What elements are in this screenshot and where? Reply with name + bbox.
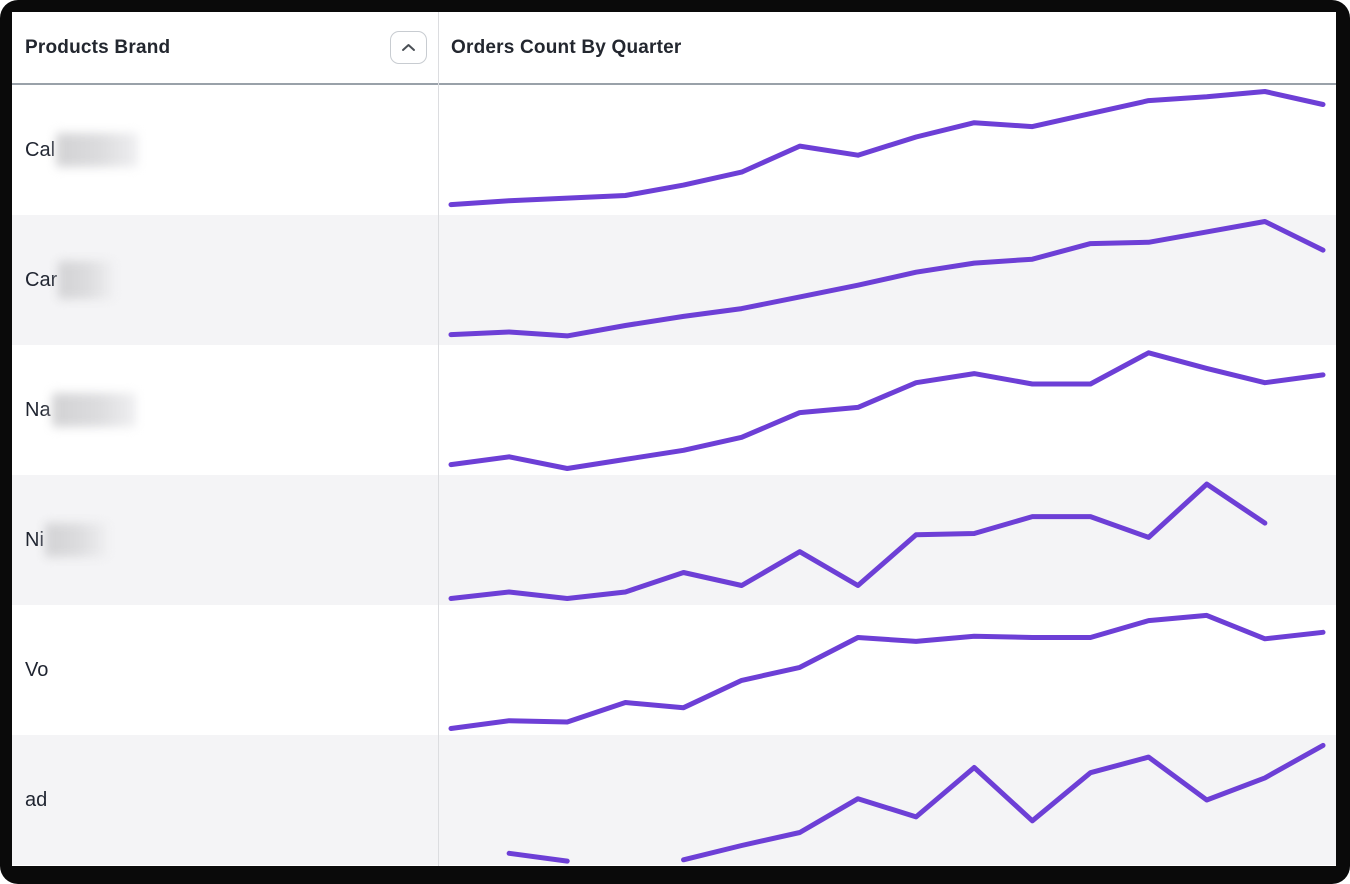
brand-cell: Vo xyxy=(12,605,438,735)
sparkline-cell[interactable] xyxy=(438,85,1336,215)
brand-cell: Cal xyxy=(12,85,438,215)
brand-label: ad xyxy=(25,788,48,811)
redacted-text-blur xyxy=(51,393,136,427)
brand-label: Na xyxy=(25,398,51,421)
redacted-text-blur xyxy=(58,261,114,299)
brand-label: Cal xyxy=(25,138,56,161)
sparkline-chart xyxy=(438,345,1336,475)
column-header-products-brand: Products Brand xyxy=(12,12,438,83)
table-row[interactable]: Car xyxy=(12,215,1336,345)
table-row[interactable]: ad xyxy=(12,735,1336,865)
sparkline-cell[interactable] xyxy=(438,215,1336,345)
table-row[interactable]: Na xyxy=(12,345,1336,475)
redacted-text-blur xyxy=(56,133,139,167)
brand-cell: Car xyxy=(12,215,438,345)
redacted-text-blur xyxy=(44,523,107,557)
table-header: Products Brand Orders Count By Quarter xyxy=(12,12,1336,85)
sparkline-chart xyxy=(438,85,1336,215)
brand-cell: Na xyxy=(12,345,438,475)
sparkline-chart xyxy=(438,215,1336,345)
chevron-up-icon xyxy=(402,44,415,51)
brand-label: Car xyxy=(25,268,58,291)
brand-cell: Ni xyxy=(12,475,438,605)
column-header-orders-count: Orders Count By Quarter xyxy=(438,12,1336,83)
sort-button[interactable] xyxy=(390,31,427,64)
table-row[interactable]: Vo xyxy=(12,605,1336,735)
sparkline-cell[interactable] xyxy=(438,345,1336,475)
brand-label: Ni xyxy=(25,528,44,551)
sparkline-chart xyxy=(438,605,1336,735)
sparkline-cell[interactable] xyxy=(438,475,1336,605)
sparkline-chart xyxy=(438,735,1336,865)
column-divider xyxy=(438,12,439,866)
table-row[interactable]: Ni xyxy=(12,475,1336,605)
column-header-label: Products Brand xyxy=(25,36,171,58)
brand-label: Vo xyxy=(25,658,49,681)
sparkline-cell[interactable] xyxy=(438,605,1336,735)
column-header-label: Orders Count By Quarter xyxy=(451,36,682,58)
brand-cell: ad xyxy=(12,735,438,865)
table-row[interactable]: Cal xyxy=(12,85,1336,215)
sparkline-chart xyxy=(438,475,1336,605)
table-panel: Products Brand Orders Count By Quarter C… xyxy=(12,12,1336,866)
sparkline-cell[interactable] xyxy=(438,735,1336,865)
